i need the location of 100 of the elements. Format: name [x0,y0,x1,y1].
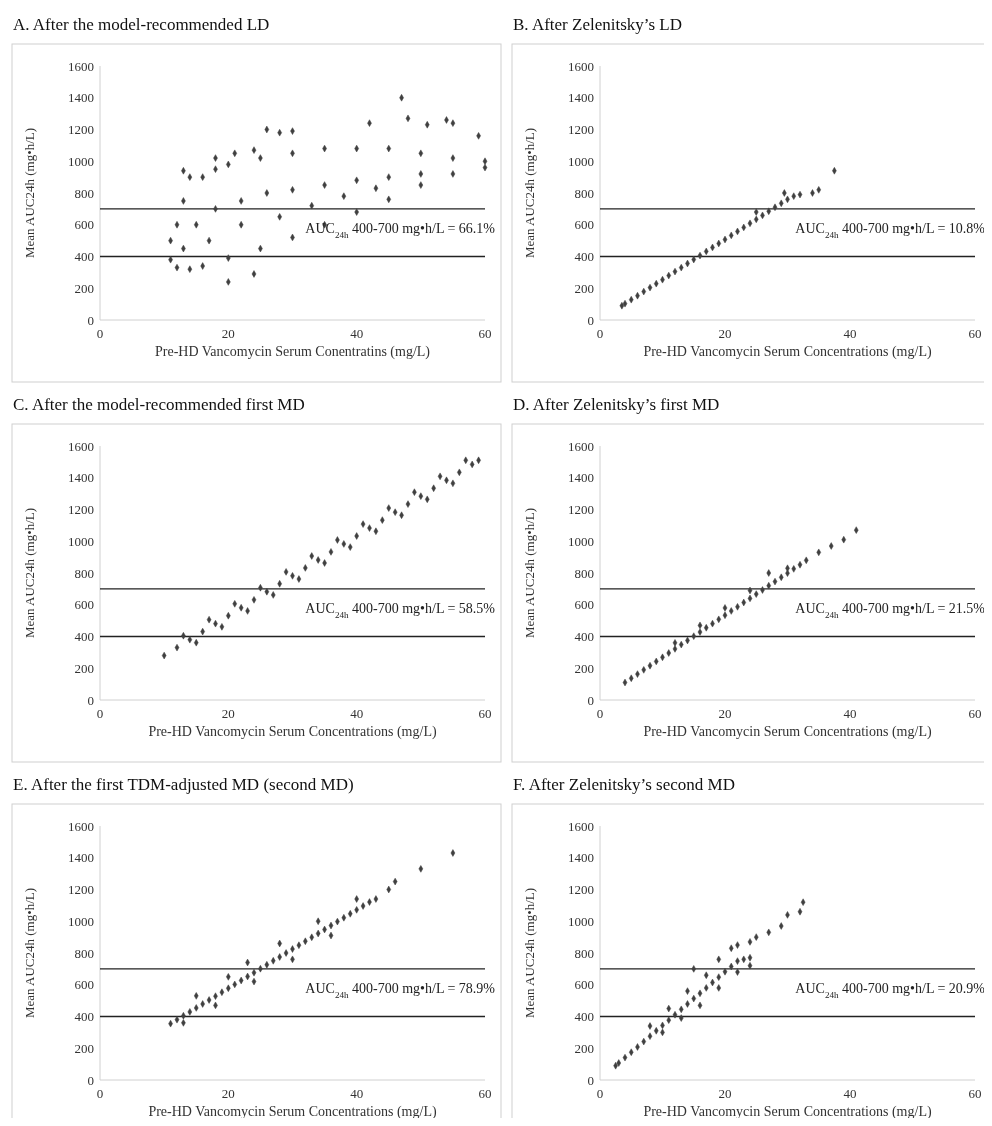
point [341,914,347,922]
y-tick-label: 200 [574,1040,594,1056]
point [341,540,347,548]
x-tick-label: 60 [968,706,982,721]
chart-title: C. After the model-recommended first MD [13,395,305,414]
x-tick-label: 60 [478,1086,492,1101]
y-tick-label: 800 [74,185,94,201]
point [722,604,728,612]
point [206,996,212,1004]
point [251,596,257,604]
y-tick-label: 400 [74,629,94,645]
x-tick-label: 40 [843,706,857,721]
y-axis-title: Mean AUC24h (mg•h/L) [522,887,537,1019]
point [418,865,424,873]
point [187,636,193,644]
point [296,575,302,583]
point [174,1016,180,1024]
point [341,192,347,200]
y-tick-label: 400 [74,1009,94,1025]
y-tick-label: 1200 [568,122,594,138]
y-tick-label: 1000 [68,533,94,549]
point [392,508,398,516]
y-tick-label: 200 [574,280,594,296]
point [251,270,257,278]
y-tick-label: 400 [574,1009,594,1025]
point [174,221,180,229]
x-tick-label: 20 [221,1086,235,1101]
y-tick-label: 1400 [568,850,594,866]
x-tick-label: 40 [350,706,364,721]
x-tick-label: 60 [478,326,492,341]
y-tick-label: 800 [574,565,594,581]
point [418,492,424,500]
x-tick-label: 40 [843,326,857,341]
point [437,472,443,480]
point [264,961,270,969]
y-tick-label: 200 [74,660,94,676]
point [800,898,806,906]
y-tick-label: 1400 [568,470,594,486]
y-tick-label: 600 [574,977,594,993]
x-tick-label: 20 [718,1086,732,1101]
y-tick-label: 800 [574,945,594,961]
point [296,941,302,949]
y-tick-label: 1200 [68,122,94,138]
y-tick-label: 1200 [568,502,594,518]
chart-title: F. After Zelenitsky’s second MD [513,775,735,794]
y-tick-label: 1000 [68,913,94,929]
point [797,561,803,569]
y-tick-label: 800 [574,185,594,201]
point [697,628,703,636]
point [219,623,225,631]
y-tick-label: 1400 [68,470,94,486]
point [373,895,379,903]
y-tick-label: 800 [74,945,94,961]
y-tick-label: 600 [574,597,594,613]
y-tick-label: 1600 [68,438,94,454]
point [238,604,244,612]
y-tick-label: 1000 [568,913,594,929]
point [238,197,244,205]
point [722,968,728,976]
y-tick-label: 1200 [68,882,94,898]
x-tick-label: 20 [221,706,235,721]
point [206,616,212,624]
y-tick-label: 0 [587,1072,594,1088]
y-tick-label: 1600 [568,818,594,834]
y-tick-label: 1400 [568,90,594,106]
point [251,146,257,154]
annotation: AUC$_{24h}$ 400-700 mg•h/L = 10.8% [795,220,986,240]
y-tick-label: 0 [87,312,94,328]
chart-title: E. After the first TDM-adjusted MD (second MD) [13,775,354,794]
point [405,500,411,508]
point [264,189,270,197]
y-tick-label: 1000 [68,153,94,169]
point [328,548,334,556]
y-axis-title: Mean AUC24h (mg•h/L) [522,127,537,259]
point [672,639,678,647]
y-tick-label: 600 [74,977,94,993]
point [238,221,244,229]
point [283,568,289,576]
point [373,527,379,535]
point [418,170,424,178]
y-tick-label: 1600 [568,58,594,74]
point [418,149,424,157]
point [450,154,456,162]
chart-title: B. After Zelenitsky’s LD [513,15,683,34]
point [373,184,379,192]
point [315,556,321,564]
annotation: AUC$_{24h}$ 400-700 mg•h/L = 78.9% [305,980,496,1000]
point [722,611,728,619]
x-tick-label: 40 [843,1086,857,1101]
x-tick-label: 20 [221,326,235,341]
y-tick-label: 200 [574,660,594,676]
y-tick-label: 1600 [68,818,94,834]
y-tick-label: 600 [74,217,94,233]
point [450,170,456,178]
y-tick-label: 0 [87,1072,94,1088]
point [747,954,753,962]
point [283,949,289,957]
y-tick-label: 400 [74,249,94,265]
point [697,989,703,997]
point [251,969,257,977]
